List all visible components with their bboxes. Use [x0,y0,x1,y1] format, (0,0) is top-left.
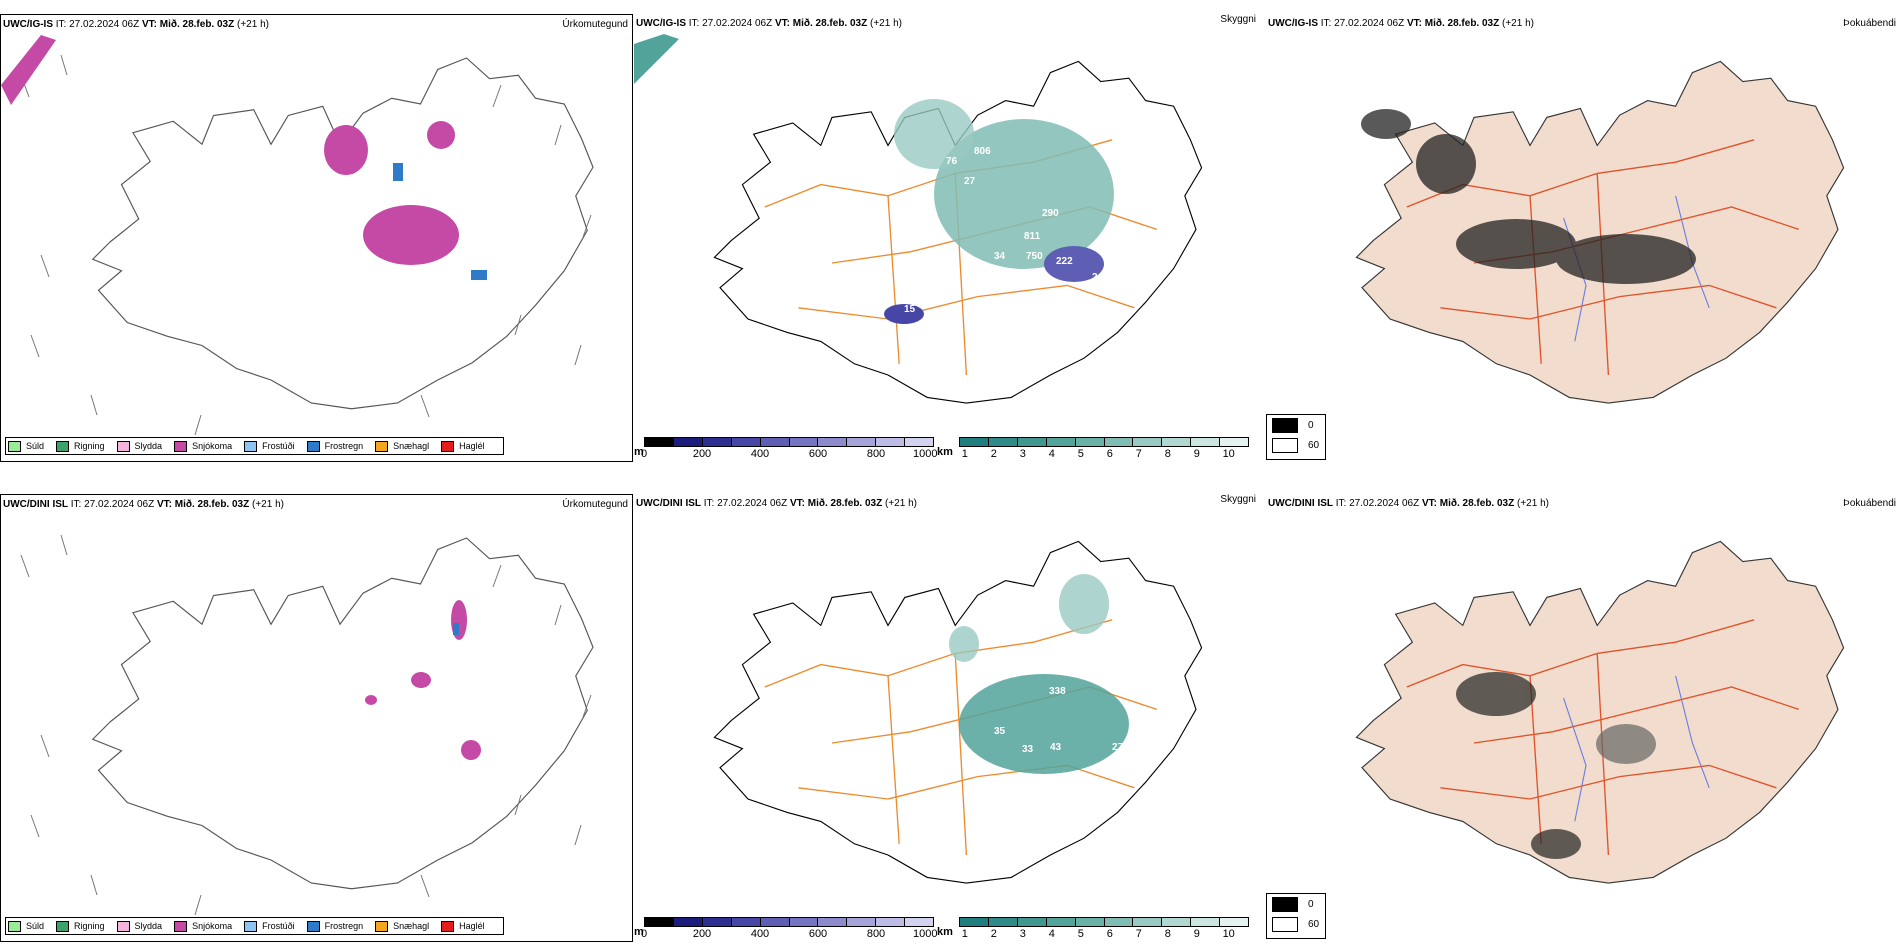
iceland-map: 338 35 33 43 27 [713,540,1203,884]
legend-item-hail: Haglél [441,440,485,452]
panel-header: UWC/DINI ISL IT: 27.02.2024 06Z VT: Mið.… [636,498,917,509]
svg-text:290: 290 [1042,208,1059,219]
svg-text:27: 27 [964,176,976,187]
legend-item-sleet: Slydda [116,920,162,932]
panel-header: UWC/DINI ISL IT: 27.02.2024 06Z VT: Mið.… [3,499,284,510]
legend-item-hail: Haglél [441,920,485,932]
legend-item-freezing-rain: Frostregn [306,920,363,932]
legend-item-snow: Snjókoma [174,440,232,452]
fog-areas [1361,109,1696,284]
svg-text:811: 811 [1024,231,1041,242]
precip-type-panel-bottom: UWC/DINI ISL IT: 27.02.2024 06Z VT: Mið.… [0,494,633,942]
iceland-map [1355,60,1845,404]
fog-indicator-panel-bottom: UWC/DINI ISL IT: 27.02.2024 06Z VT: Mið.… [1266,494,1900,942]
svg-text:27: 27 [1112,742,1124,753]
svg-text:10: 10 [926,384,938,395]
legend-item-sleet: Slydda [116,440,162,452]
legend-item-drizzle: Súld [8,440,44,452]
svg-text:222: 222 [1056,256,1073,267]
panel-title: Skyggni [1220,14,1256,25]
svg-text:35: 35 [994,726,1006,737]
legend-item-snow-pellets: Snæhagl [375,920,429,932]
legend-item-freezing-rain: Frostregn [306,440,363,452]
snow-area [324,121,487,280]
legend-item-drizzle: Súld [8,920,44,932]
legend-item-snow-pellets: Snæhagl [375,440,429,452]
visibility-panel-bottom: 338 35 33 43 27 UWC/DINI ISL IT: 27.02.2… [634,494,1266,942]
svg-text:33: 33 [1022,744,1034,755]
svg-text:15: 15 [904,304,916,315]
ceiling-colorbar: 0 200 400 600 800 1000 [641,917,938,943]
svg-text:14: 14 [914,330,926,341]
fog-legend-top: 0 60 [1266,414,1326,460]
iceland-map [1,35,594,436]
legend-item-rain: Rigning [56,440,105,452]
panel-header: UWC/DINI ISL IT: 27.02.2024 06Z VT: Mið.… [1268,498,1549,509]
panel-header: UWC/IG-IS IT: 27.02.2024 06Z VT: Mið. 28… [3,19,269,30]
iceland-map: 76 806 27 290 811 34 750 222 188 343 244… [634,34,1203,404]
svg-text:13: 13 [914,361,926,372]
legend-item-freezing-drizzle: Frostúði [244,440,295,452]
ceiling-unit: m [634,926,644,938]
legend-item-snow: Snjókoma [174,920,232,932]
ceiling-unit: m [634,446,644,458]
svg-text:750: 750 [1026,251,1043,262]
ceiling-colorbar: 0 200 400 600 800 1000 [641,437,938,463]
visibility-unit: km [937,446,953,458]
svg-text:338: 338 [1049,686,1066,697]
svg-text:34: 34 [994,251,1006,262]
wind-barbs [20,54,592,436]
precip-legend: Súld Rigning Slydda Snjókoma Frostúði Fr… [5,437,504,455]
iceland-map [20,534,594,916]
svg-text:43: 43 [1050,742,1062,753]
precip-legend: Súld Rigning Slydda Snjókoma Frostúði Fr… [5,917,504,935]
iceland-map [1355,540,1845,884]
legend-item-freezing-drizzle: Frostúði [244,920,295,932]
fog-legend-bottom: 0 60 [1266,893,1326,939]
visibility-panel-top: 76 806 27 290 811 34 750 222 188 343 244… [634,14,1266,462]
panel-title: Úrkomutegund [562,19,628,30]
svg-text:188: 188 [1112,256,1129,267]
visibility-unit: km [937,926,953,938]
low-visibility-area [884,99,1114,324]
low-visibility-area [949,574,1129,774]
svg-text:244: 244 [1092,272,1109,283]
panel-title: Þokuábendi [1843,498,1896,509]
wind-barbs [20,534,592,916]
panel-title: Skyggni [1220,494,1256,505]
panel-header: UWC/IG-IS IT: 27.02.2024 06Z VT: Mið. 28… [1268,18,1534,29]
svg-text:806: 806 [974,146,991,157]
panel-title: Úrkomutegund [562,499,628,510]
snow-area [365,600,481,760]
legend-item-rain: Rigning [56,920,105,932]
svg-text:76: 76 [946,156,958,167]
visibility-colorbar: 1 2 3 4 5 6 7 8 9 10 [959,437,1249,463]
fog-areas [1456,672,1656,859]
svg-text:343: 343 [1028,268,1045,279]
precip-type-panel-top: UWC/IG-IS IT: 27.02.2024 06Z VT: Mið. 28… [0,14,633,462]
panel-header: UWC/IG-IS IT: 27.02.2024 06Z VT: Mið. 28… [636,18,902,29]
visibility-labels: 76 806 27 290 811 34 750 222 188 343 244… [904,146,1129,395]
svg-text:35: 35 [1002,281,1014,292]
fog-indicator-panel-top: UWC/IG-IS IT: 27.02.2024 06Z VT: Mið. 28… [1266,14,1900,462]
visibility-colorbar: 1 2 3 4 5 6 7 8 9 10 [959,917,1249,943]
visibility-labels: 338 35 33 43 27 [994,686,1124,755]
panel-title: Þokuábendi [1843,18,1896,29]
